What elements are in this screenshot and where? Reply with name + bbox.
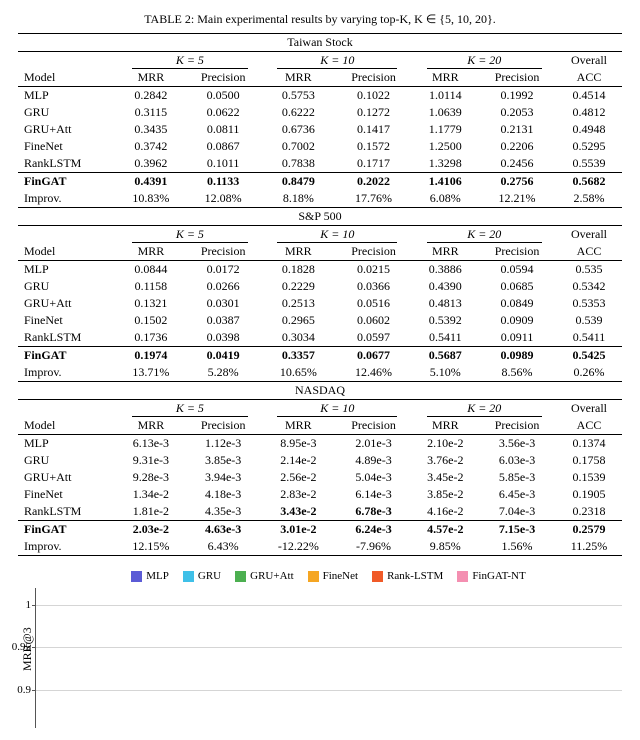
legend-item: GRU <box>183 570 221 582</box>
legend-item: Rank-LSTM <box>372 570 443 582</box>
legend-item: MLP <box>131 570 169 582</box>
chart-plot: 0.90.951 <box>35 588 622 728</box>
results-table: Taiwan StockK = 5K = 10K = 20OverallMode… <box>18 33 622 556</box>
legend-item: GRU+Att <box>235 570 293 582</box>
chart-legend: MLP GRU GRU+Att FineNet Rank-LSTM FinGAT-NT <box>35 570 622 582</box>
table-caption: TABLE 2: Main experimental results by va… <box>18 12 622 27</box>
bar-chart: MRR@3 MLPGRUGRU+AttFineNetRank-LSTMFinGA… <box>18 570 622 728</box>
legend-item: FinGAT-NT <box>457 570 525 582</box>
legend-item: FineNet <box>308 570 358 582</box>
